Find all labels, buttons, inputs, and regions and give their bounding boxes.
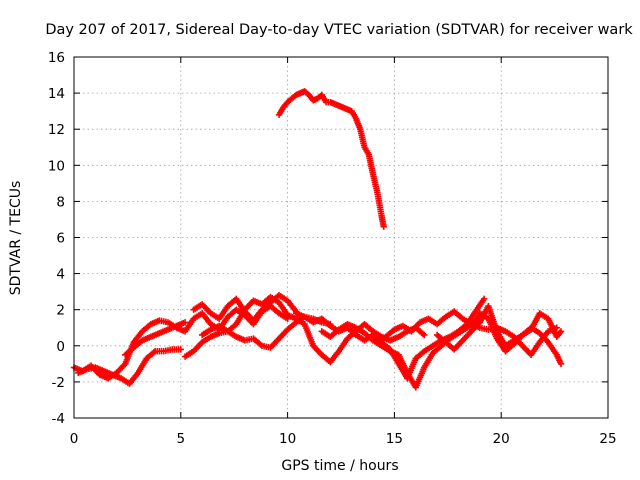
y-tick-label: 14 (48, 86, 65, 102)
y-tick-label: -4 (52, 411, 65, 427)
data-point (380, 223, 387, 230)
y-tick-label: 4 (56, 267, 65, 283)
axis-ticks (73, 56, 609, 419)
y-tick-label: 8 (56, 194, 65, 210)
x-tick-label: 10 (279, 431, 296, 447)
x-tick-label: 15 (386, 431, 403, 447)
y-tick-label: -2 (52, 375, 65, 391)
x-tick-label: 20 (493, 431, 510, 447)
y-tick-label: 2 (56, 303, 65, 319)
data-point (181, 319, 189, 326)
y-tick-label: 6 (56, 231, 65, 247)
x-tick-label: 5 (177, 431, 186, 447)
y-tick-labels: -4 -2 0 2 4 6 8 10 12 14 16 (48, 50, 65, 427)
data-point (557, 360, 565, 368)
data-point (557, 328, 565, 335)
x-axis-label: GPS time / hours (281, 458, 398, 474)
y-tick-label: 10 (48, 158, 65, 174)
y-tick-label: 16 (48, 50, 65, 66)
data-point (421, 331, 428, 339)
y-axis-label: SDTVAR / TECUs (8, 181, 24, 296)
data-points (70, 88, 565, 391)
x-tick-label: 25 (599, 431, 616, 447)
y-tick-label: 0 (56, 339, 65, 355)
chart-title: Day 207 of 2017, Sidereal Day-to-day VTE… (45, 22, 633, 38)
y-tick-label: 12 (48, 122, 65, 138)
grid (74, 57, 608, 418)
data-point (177, 346, 184, 353)
x-tick-labels: 0 5 10 15 20 25 (70, 431, 617, 447)
x-tick-label: 0 (70, 431, 79, 447)
data-point (480, 295, 488, 303)
